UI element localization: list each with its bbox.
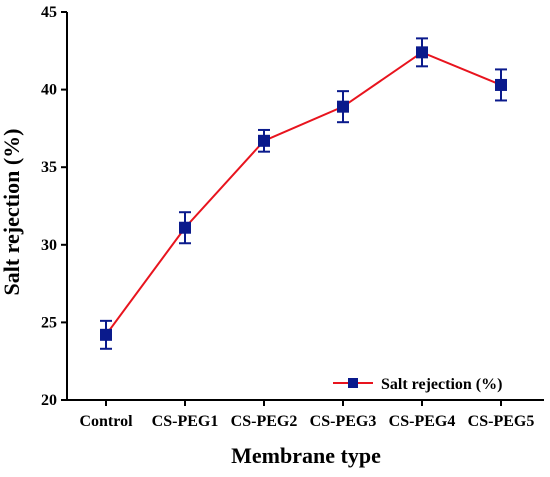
data-point — [100, 328, 112, 341]
data-point — [337, 100, 349, 113]
y-tick-label: 40 — [41, 82, 57, 99]
legend-label: Salt rejection (%) — [381, 376, 502, 393]
y-tick-label: 25 — [41, 314, 57, 331]
x-tick-label: CS-PEG5 — [468, 413, 535, 430]
legend-marker — [348, 378, 358, 388]
data-point — [258, 134, 270, 147]
y-axis-title: Salt rejection (%) — [0, 129, 24, 296]
x-tick-label: CS-PEG1 — [152, 413, 219, 430]
y-tick-label: 35 — [41, 159, 57, 176]
x-tick-label: Control — [79, 413, 133, 430]
series — [100, 37, 507, 350]
x-axis-title: Membrane type — [231, 443, 381, 468]
x-tick-label: CS-PEG4 — [389, 413, 456, 430]
y-ticks: 20 25 30 35 40 45 — [41, 4, 67, 409]
axes — [66, 12, 544, 401]
x-ticks: Control CS-PEG1 CS-PEG2 CS-PEG3 CS-PEG4 CS-PE… — [79, 400, 534, 430]
series-line — [105, 51, 502, 336]
data-point — [495, 78, 507, 91]
legend: Salt rejection (%) — [333, 376, 502, 393]
y-tick-label: 30 — [41, 237, 57, 254]
x-tick-label: CS-PEG2 — [231, 413, 298, 430]
data-point — [416, 46, 428, 59]
data-point — [179, 221, 191, 234]
y-tick-label: 20 — [41, 392, 57, 409]
y-tick-label: 45 — [41, 4, 57, 21]
x-tick-label: CS-PEG3 — [310, 413, 377, 430]
